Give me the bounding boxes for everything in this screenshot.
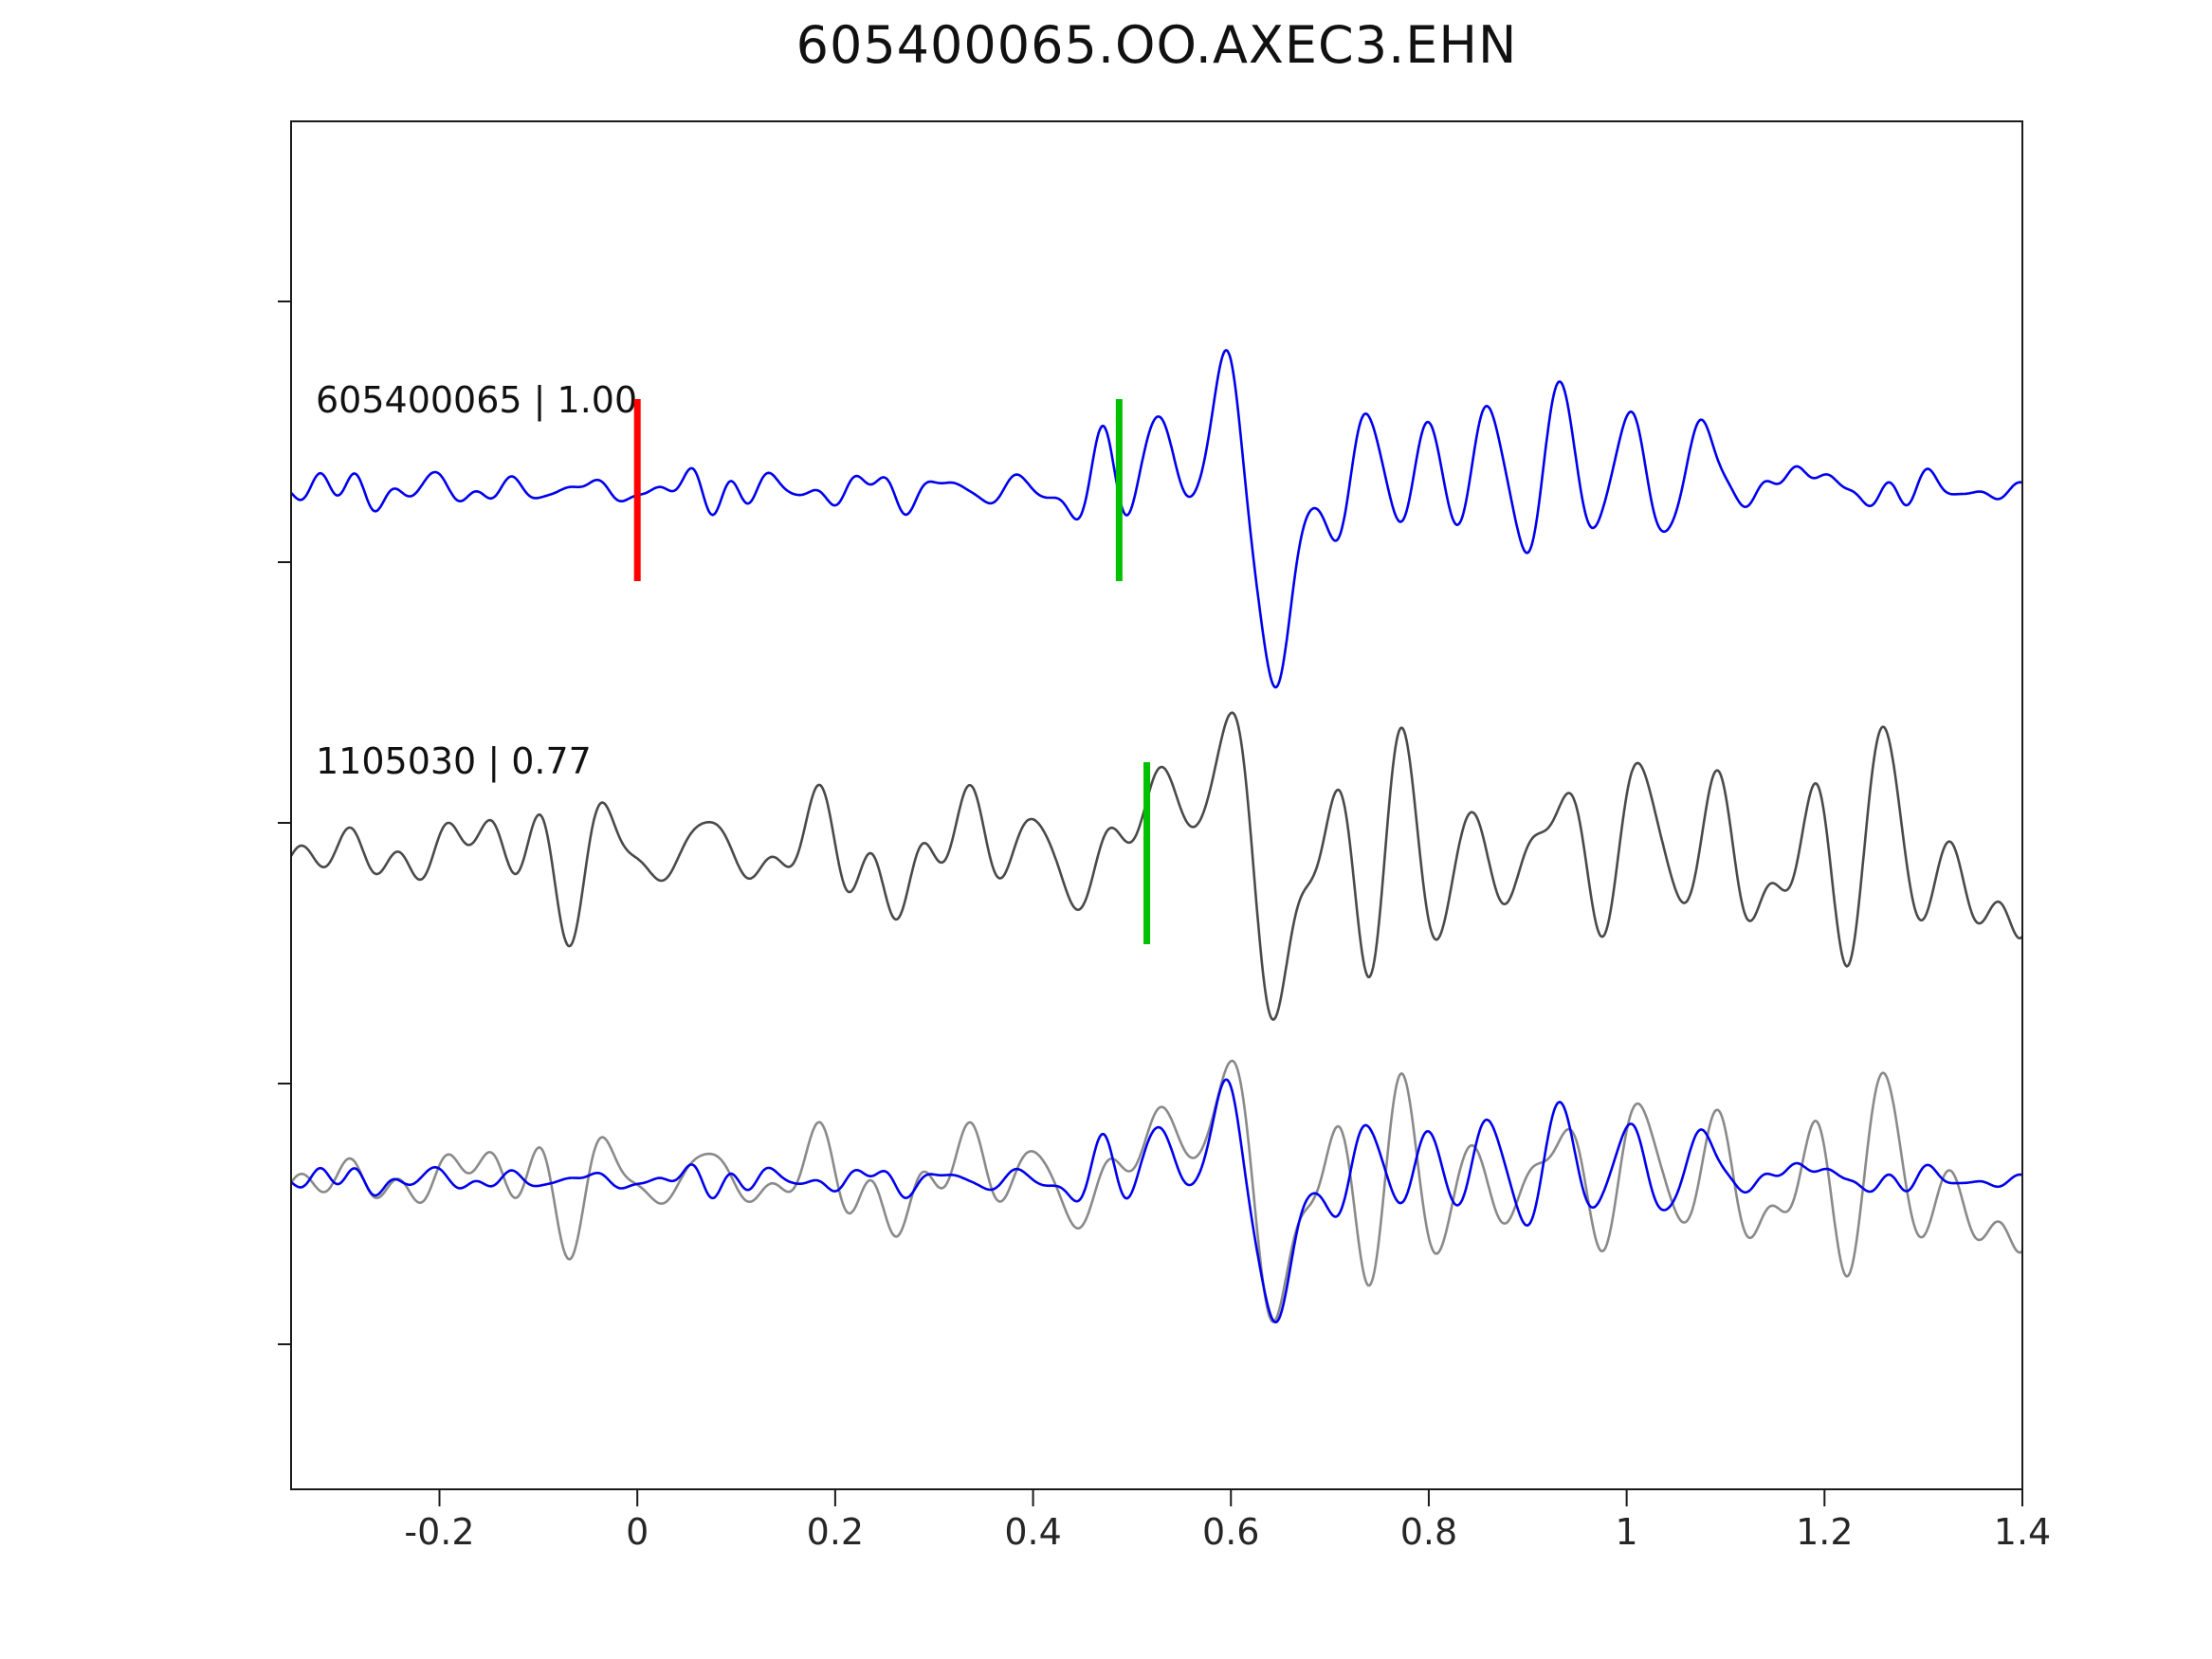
x-tick-label: 0.8 <box>1400 1511 1457 1553</box>
overlay-trace-1105030 <box>291 1059 2022 1323</box>
x-tick-label: 1 <box>1616 1511 1638 1553</box>
x-tick-label: -0.2 <box>404 1511 474 1553</box>
x-tick-label: 0.6 <box>1202 1511 1259 1553</box>
x-tick-label: 0 <box>626 1511 649 1553</box>
overlay-trace-605400065 <box>291 1078 2022 1324</box>
trace-1105030 <box>291 711 2022 1021</box>
x-tick-label: 0.4 <box>1004 1511 1061 1553</box>
trace2-label: 1105030 | 0.77 <box>316 740 592 782</box>
trace1-label: 605400065 | 1.00 <box>316 379 638 421</box>
trace-605400065 <box>291 348 2022 689</box>
x-tick-label: 1.2 <box>1796 1511 1853 1553</box>
x-tick-label: 1.4 <box>1994 1511 2051 1553</box>
plot-border <box>290 120 2023 1490</box>
chart-title: 605400065.OO.AXEC3.EHN <box>795 15 1518 75</box>
x-tick-label: 0.2 <box>807 1511 864 1553</box>
